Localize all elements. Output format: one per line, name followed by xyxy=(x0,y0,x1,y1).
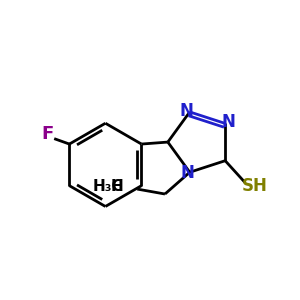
Text: N: N xyxy=(181,164,195,182)
Text: H: H xyxy=(111,178,123,194)
Text: N: N xyxy=(221,113,235,131)
Text: H₃C: H₃C xyxy=(93,178,123,194)
Text: N: N xyxy=(180,102,194,120)
Text: F: F xyxy=(41,125,54,143)
Text: SH: SH xyxy=(242,178,268,196)
